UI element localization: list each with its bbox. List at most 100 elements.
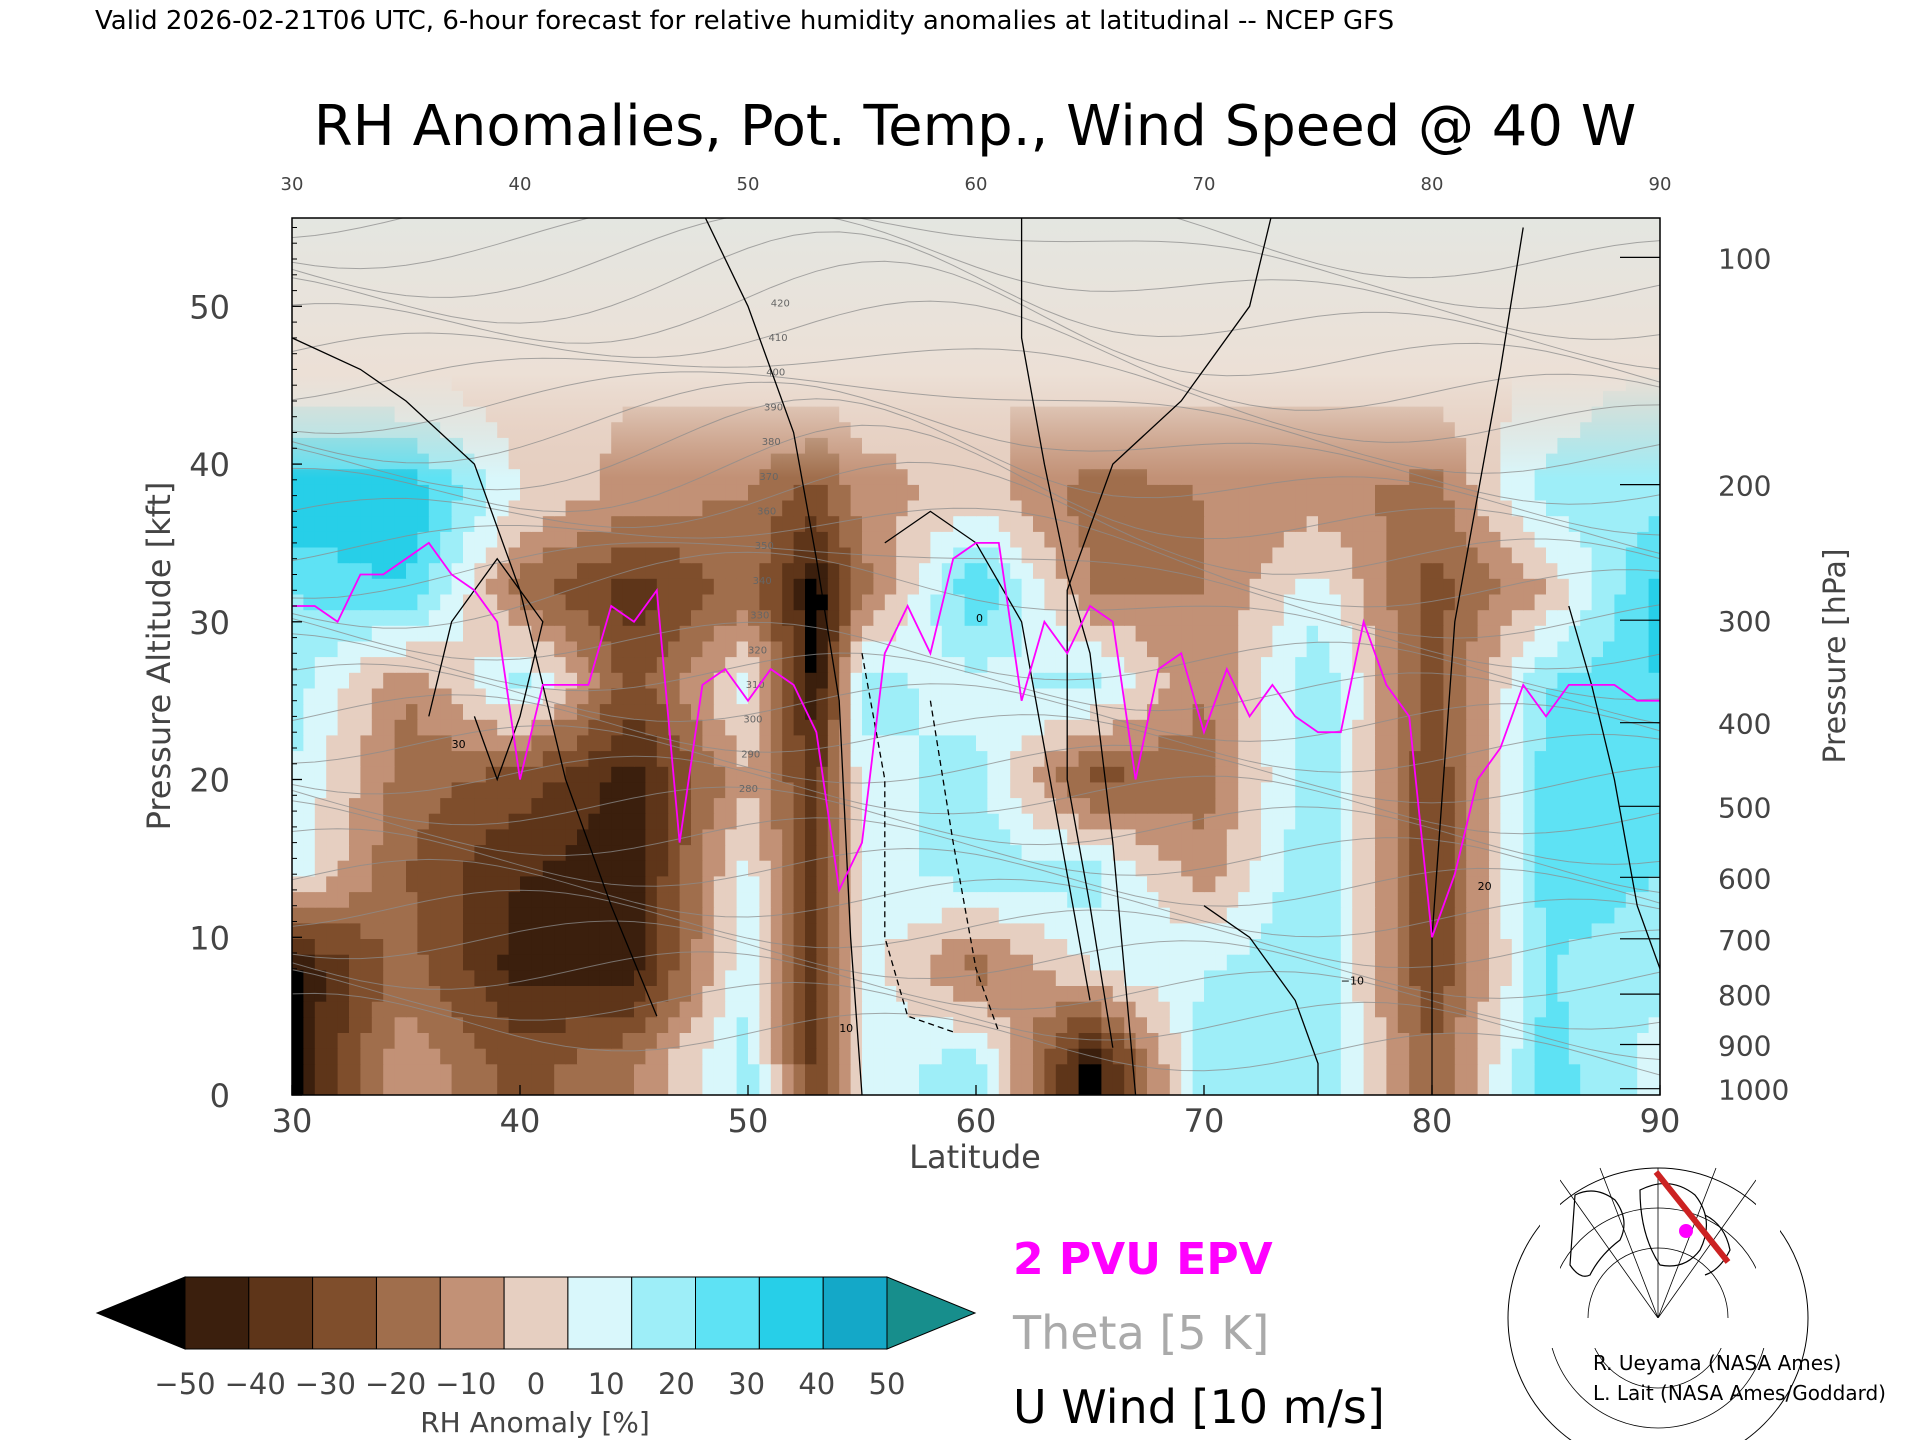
rh-cell: [953, 860, 966, 877]
rh-cell: [896, 922, 909, 939]
rh-cell: [1580, 954, 1593, 971]
rh-cell: [1283, 1016, 1296, 1033]
rh-cell: [656, 985, 669, 1002]
rh-cell: [907, 546, 920, 564]
rh-cell: [565, 954, 578, 971]
rh-cell: [1340, 844, 1353, 861]
rh-cell: [1283, 828, 1296, 846]
rh-cell: [1169, 546, 1182, 564]
rh-cell: [1147, 593, 1159, 611]
rh-cell: [713, 954, 726, 971]
rh-cell: [816, 938, 829, 955]
rh-cell: [1112, 593, 1125, 611]
rh-cell: [565, 531, 578, 548]
rh-cell: [1306, 734, 1319, 752]
rh-cell: [1135, 546, 1148, 564]
rh-cell: [1055, 703, 1068, 720]
rh-cell: [611, 1048, 624, 1065]
rh-cell: [1454, 954, 1467, 971]
rh-cell: [1226, 797, 1239, 814]
rh-cell: [428, 484, 441, 501]
rh-cell: [919, 907, 931, 924]
rh-cell: [1135, 687, 1148, 705]
rh-cell: [1625, 499, 1638, 517]
rh-cell: [1261, 797, 1273, 814]
rh-cell: [1591, 922, 1604, 939]
rh-cell: [1409, 750, 1422, 767]
rh-cell: [976, 954, 988, 971]
rh-cell: [1568, 499, 1581, 517]
rh-cell: [1112, 766, 1125, 783]
rh-cell: [531, 766, 544, 783]
rh-cell: [896, 1079, 909, 1095]
rh-cell: [1044, 891, 1057, 908]
rh-cell: [1272, 907, 1285, 924]
rh-cell: [805, 687, 817, 705]
rh-cell: [1397, 922, 1410, 939]
rh-cell: [941, 609, 954, 626]
rh-cell: [1363, 766, 1376, 783]
rh-cell: [1568, 734, 1581, 752]
rh-cell: [1477, 954, 1490, 971]
rh-cell: [1124, 750, 1137, 767]
rh-cell: [1147, 875, 1159, 893]
rh-cell: [645, 703, 658, 720]
rh-cell: [349, 922, 361, 939]
rh-cell: [1249, 484, 1262, 501]
rh-cell: [428, 860, 441, 877]
rh-cell: [542, 609, 555, 626]
rh-cell: [679, 484, 692, 501]
rh-cell: [1363, 1048, 1376, 1065]
rh-cell: [1386, 1063, 1399, 1080]
rh-cell: [1147, 1032, 1159, 1049]
rh-cell: [531, 954, 544, 971]
rh-cell: [1648, 672, 1660, 689]
rh-cell: [1261, 875, 1273, 893]
rh-cell: [588, 954, 601, 971]
rh-cell: [440, 860, 453, 877]
rh-cell: [1648, 907, 1660, 924]
rh-cell: [713, 719, 726, 736]
rh-cell: [827, 562, 840, 579]
rh-cell: [976, 499, 988, 517]
rh-cell: [428, 797, 441, 814]
rh-cell: [1603, 797, 1615, 814]
rh-cell: [1375, 734, 1387, 752]
rh-cell: [1226, 640, 1239, 658]
rh-cell: [759, 609, 772, 626]
rh-cell: [1340, 719, 1353, 736]
rh-cell: [622, 484, 635, 501]
rh-cell: [1135, 562, 1148, 579]
rh-cell: [542, 593, 555, 611]
rh-cell: [1363, 672, 1376, 689]
rh-cell: [691, 625, 703, 642]
rh-cell: [428, 625, 441, 642]
rh-cell: [1147, 1079, 1159, 1095]
rh-cell: [725, 672, 738, 689]
rh-cell: [622, 1063, 635, 1080]
rh-cell: [1112, 1016, 1125, 1033]
rh-cell: [907, 1016, 920, 1033]
rh-cell: [930, 499, 943, 517]
rh-cell: [1112, 609, 1125, 626]
rh-cell: [1614, 875, 1627, 893]
rh-cell: [474, 954, 487, 971]
rh-cell: [326, 656, 339, 673]
rh-cell: [850, 1048, 863, 1065]
rh-cell: [919, 499, 931, 517]
rh-cell: [292, 954, 304, 971]
rh-cell: [1637, 1001, 1650, 1018]
rh-cell: [679, 515, 692, 532]
rh-cell: [656, 891, 669, 908]
rh-cell: [588, 813, 601, 830]
rh-cell: [1432, 1032, 1444, 1049]
rh-cell: [850, 922, 863, 939]
rh-cell: [1386, 891, 1399, 908]
rh-cell: [337, 922, 350, 939]
rh-cell: [406, 766, 418, 783]
rh-cell: [1432, 672, 1444, 689]
rh-cell: [1101, 1079, 1114, 1095]
rh-cell: [360, 484, 373, 501]
rh-cell: [1112, 844, 1125, 861]
rh-cell: [1534, 797, 1547, 814]
